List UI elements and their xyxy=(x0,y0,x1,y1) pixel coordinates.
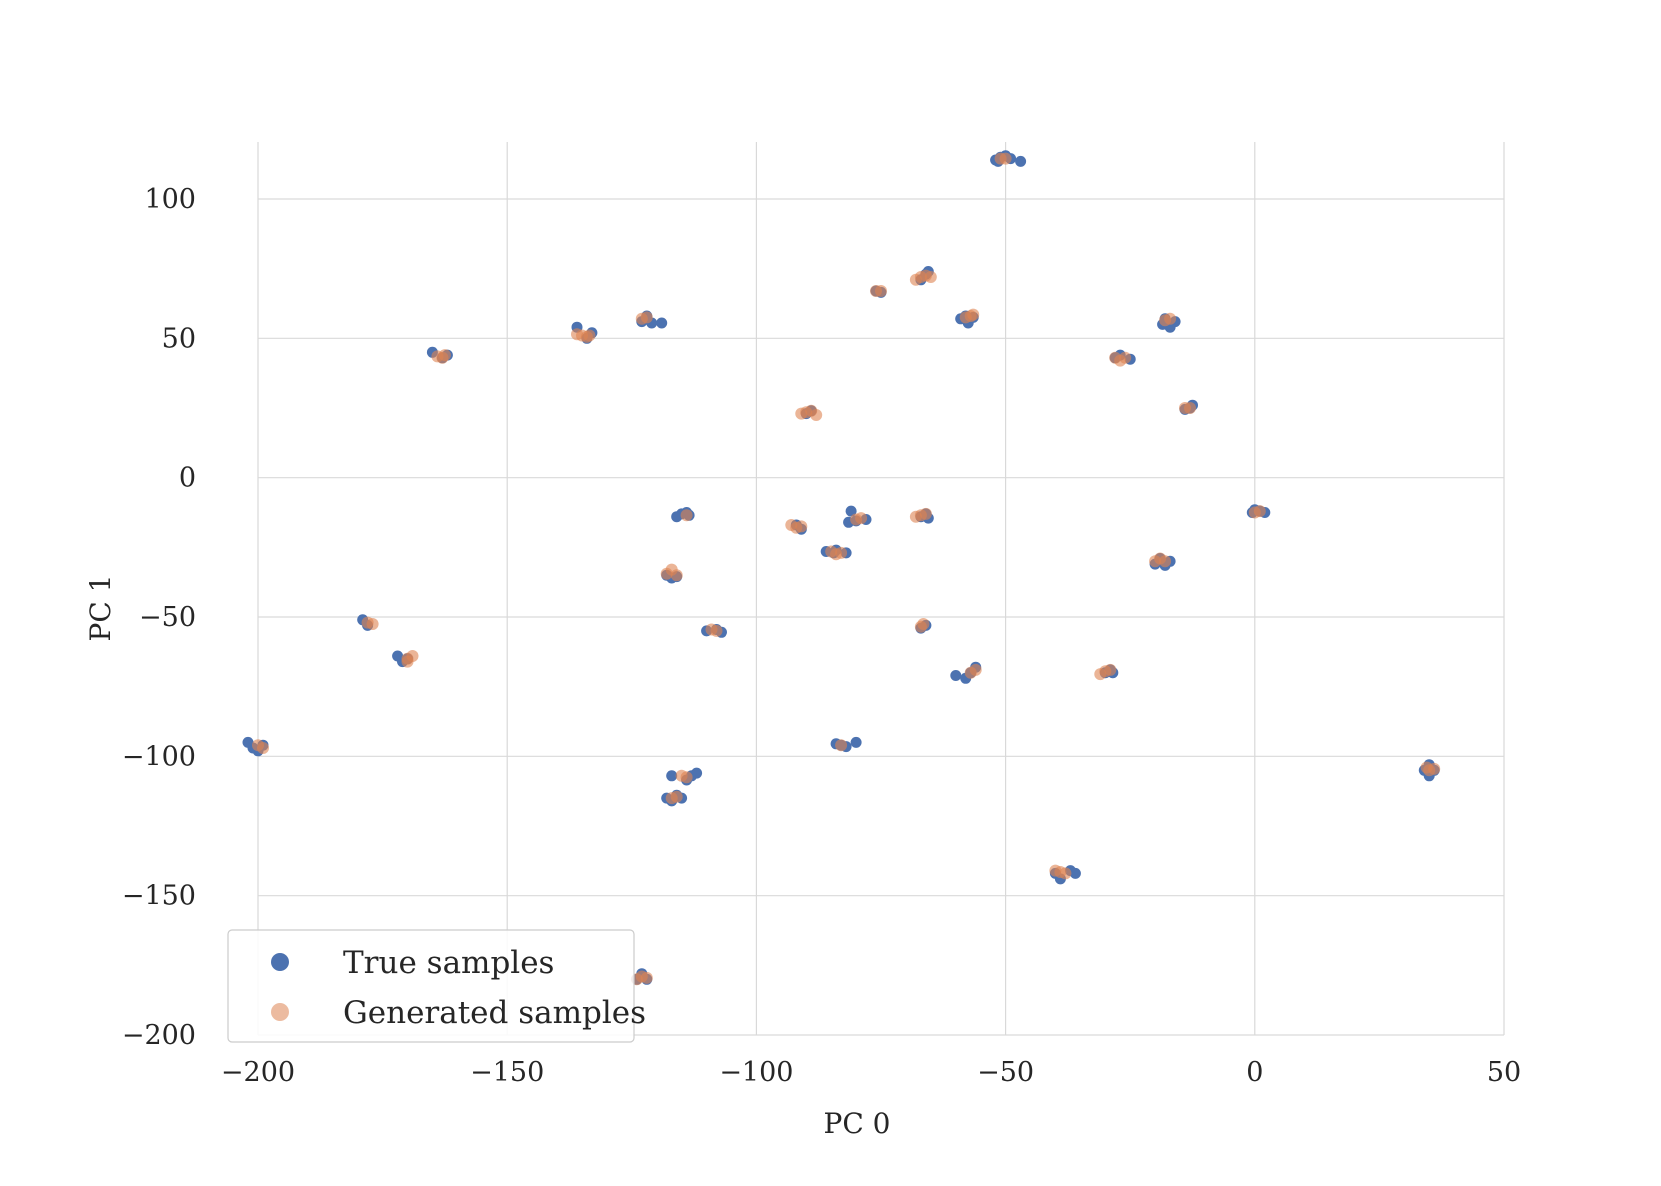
data-point xyxy=(1119,351,1132,364)
x-axis-ticks: −200 −150 −100 −50 0 50 xyxy=(221,1057,1521,1088)
data-point xyxy=(950,670,962,681)
legend-marker-true-samples xyxy=(271,953,289,971)
data-point xyxy=(810,409,823,421)
data-point xyxy=(680,509,693,522)
data-point xyxy=(825,545,838,558)
data-point xyxy=(1054,866,1067,878)
data-point xyxy=(919,507,932,520)
data-point xyxy=(1420,761,1433,774)
data-point xyxy=(671,511,683,523)
data-point xyxy=(710,624,723,637)
x-tick-label: 0 xyxy=(1246,1057,1263,1088)
data-point xyxy=(1184,402,1196,414)
data-point xyxy=(257,742,269,754)
x-tick-label: 50 xyxy=(1487,1057,1521,1088)
data-point xyxy=(1164,312,1177,325)
data-point xyxy=(999,152,1012,165)
legend-label-generated-samples: Generated samples xyxy=(343,995,646,1031)
data-point xyxy=(909,273,922,286)
data-point xyxy=(1159,555,1172,568)
data-point xyxy=(438,349,451,362)
x-tick-label: −200 xyxy=(221,1057,295,1088)
data-point xyxy=(909,510,922,523)
data-point xyxy=(1069,867,1081,879)
data-point xyxy=(795,407,808,420)
data-point xyxy=(401,655,414,668)
data-point xyxy=(670,790,683,803)
data-point xyxy=(571,328,583,341)
y-tick-label: −200 xyxy=(122,1020,196,1051)
data-point xyxy=(640,311,653,324)
data-point xyxy=(680,771,693,784)
data-point xyxy=(795,520,808,533)
data-point xyxy=(835,739,848,752)
y-tick-label: −150 xyxy=(122,881,196,912)
x-axis-label: PC 0 xyxy=(824,1107,891,1140)
data-point xyxy=(855,512,868,525)
legend-label-true-samples: True samples xyxy=(343,945,554,981)
data-point xyxy=(845,505,857,517)
data-points xyxy=(242,150,1441,986)
data-point xyxy=(1253,505,1266,518)
grid xyxy=(257,142,1505,1036)
series-true-samples xyxy=(242,150,1440,985)
y-axis-ticks: −200 −150 −100 −50 0 50 100 xyxy=(122,184,196,1051)
data-point xyxy=(969,663,982,676)
y-axis-label: PC 1 xyxy=(84,575,117,642)
data-point xyxy=(924,271,937,283)
y-tick-label: 50 xyxy=(162,323,196,354)
data-point xyxy=(366,618,379,630)
y-tick-label: 0 xyxy=(179,463,196,494)
legend-marker-generated-samples xyxy=(271,1003,289,1021)
data-point xyxy=(917,618,930,630)
data-point xyxy=(850,736,862,748)
data-point xyxy=(583,329,596,342)
y-tick-label: −50 xyxy=(139,602,196,633)
data-point xyxy=(967,308,980,321)
data-point xyxy=(656,317,668,329)
legend: True samples Generated samples xyxy=(227,929,646,1043)
y-tick-label: −100 xyxy=(122,741,196,772)
data-point xyxy=(1149,555,1162,568)
data-point xyxy=(835,546,848,559)
series-generated-samples xyxy=(252,152,1441,986)
y-tick-label: 100 xyxy=(144,184,196,215)
data-point xyxy=(666,770,678,782)
data-point xyxy=(1104,663,1117,676)
legend-box xyxy=(227,929,635,1043)
data-point xyxy=(670,569,683,582)
data-point xyxy=(640,971,653,984)
data-point xyxy=(785,519,798,531)
data-point xyxy=(875,285,887,297)
x-tick-label: −100 xyxy=(719,1057,793,1088)
data-point xyxy=(1094,668,1107,681)
data-point xyxy=(1015,155,1027,167)
x-tick-label: −50 xyxy=(977,1057,1034,1088)
x-tick-label: −150 xyxy=(470,1057,544,1088)
